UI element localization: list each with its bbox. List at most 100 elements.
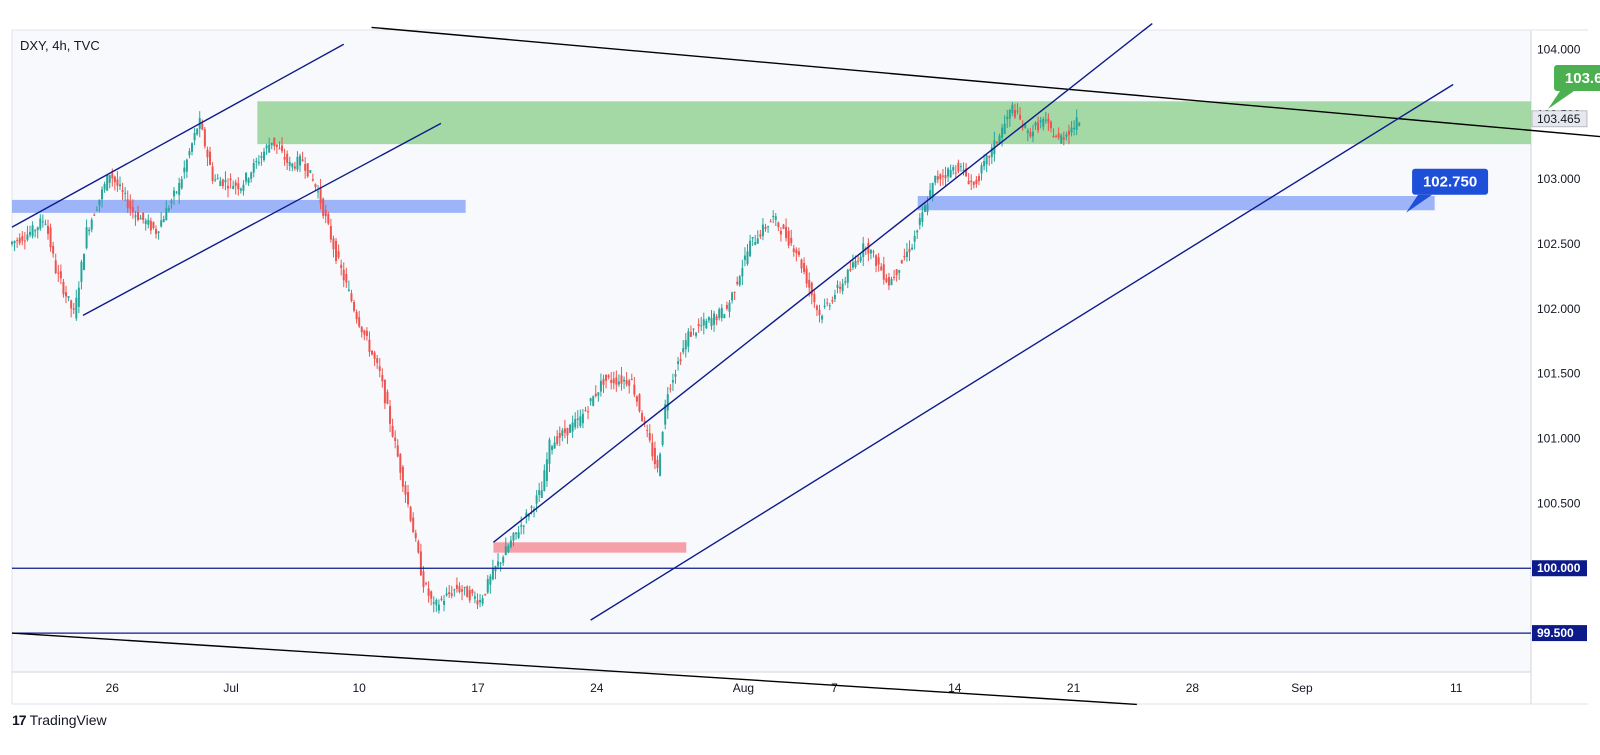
lower-trendline[interactable] (11, 632, 1137, 706)
candle-body (463, 586, 466, 588)
x-tick-label: 26 (106, 681, 120, 695)
candle (450, 585, 453, 599)
candle-body (448, 592, 451, 595)
candle (520, 516, 523, 535)
support-zone[interactable] (917, 196, 1435, 211)
candle (653, 441, 656, 470)
candle-body (1067, 130, 1070, 136)
candle-body (859, 256, 862, 261)
candle (329, 218, 332, 243)
candle-body (1006, 116, 1009, 120)
candle (731, 291, 734, 304)
early-channel-bottom[interactable] (82, 122, 442, 316)
demand-zone[interactable] (493, 542, 687, 553)
candle (432, 596, 435, 613)
early-channel-top[interactable] (11, 43, 345, 228)
candle-body (605, 374, 608, 381)
resistance-zone[interactable] (257, 101, 1531, 145)
candle (779, 227, 782, 242)
candle (67, 296, 70, 302)
candle-body (738, 276, 741, 286)
candle (880, 263, 883, 271)
candle (803, 257, 806, 275)
candle-body (931, 183, 934, 198)
candle (782, 223, 785, 230)
candle-body (638, 394, 641, 412)
main-channel-bottom[interactable] (590, 83, 1454, 621)
candle-body (502, 557, 505, 563)
last-price-badge: 103.465 (1531, 110, 1588, 128)
candle (893, 269, 896, 281)
candle (810, 281, 813, 305)
candle (718, 307, 721, 321)
candle-body (293, 166, 296, 169)
candle (52, 241, 55, 258)
candle-body (250, 172, 253, 179)
candle-body (275, 144, 278, 147)
candle (270, 142, 273, 150)
level-badge-box (1532, 560, 1587, 577)
candle (353, 299, 356, 313)
candle (399, 452, 402, 481)
candle-body (553, 442, 556, 449)
brand-footer[interactable]: 17 TradingView (12, 712, 107, 728)
candle (684, 333, 687, 358)
candle-body (980, 165, 983, 174)
candle (1075, 109, 1078, 136)
candle (299, 153, 302, 172)
upper-trendline[interactable] (371, 26, 1600, 153)
candle-body (257, 162, 260, 164)
candle (1070, 121, 1073, 137)
candle (808, 272, 811, 297)
candle-body (11, 241, 13, 245)
x-tick-label: 14 (948, 681, 962, 695)
candle (29, 225, 32, 238)
candle-body (651, 442, 654, 457)
candle (386, 389, 389, 405)
candle-body (761, 224, 764, 237)
resistance-label[interactable]: 103.600 (1548, 64, 1600, 109)
candle (651, 433, 654, 461)
candle-body (306, 163, 309, 177)
support-label[interactable]: 102.750 (1406, 168, 1489, 213)
candle-body (399, 454, 402, 473)
candle (347, 280, 350, 292)
symbol-info: DXY, 4h, TVC (20, 38, 100, 53)
candle-body (88, 229, 91, 232)
candle (394, 430, 397, 449)
candle (162, 215, 165, 223)
candle-body (713, 313, 716, 325)
candle-body (792, 248, 795, 253)
main-channel-top[interactable] (492, 22, 1153, 543)
candle-body (337, 251, 340, 258)
candle-body (854, 260, 857, 268)
candle (1019, 107, 1022, 121)
candle-body (497, 561, 500, 567)
candle (551, 444, 554, 455)
candle (674, 369, 677, 384)
candle (31, 221, 34, 239)
candle (193, 128, 196, 146)
support-zone[interactable] (12, 199, 466, 213)
candle-body (1021, 126, 1024, 128)
candle (625, 372, 628, 387)
candle-body (867, 242, 870, 254)
candle (23, 232, 26, 250)
candle-body (1057, 133, 1060, 138)
candle-body (47, 225, 50, 234)
candle-body (368, 339, 371, 352)
candle-body (173, 190, 176, 197)
candle (936, 170, 939, 184)
candle-body (628, 380, 631, 386)
candle-body (1013, 109, 1016, 118)
candle (695, 331, 698, 339)
candle (437, 599, 440, 614)
candle (741, 259, 744, 286)
candle (805, 265, 808, 288)
candle-body (659, 453, 662, 476)
candle (383, 379, 386, 410)
candle (903, 248, 906, 261)
candle (167, 205, 170, 213)
x-tick-label: Sep (1291, 681, 1313, 695)
